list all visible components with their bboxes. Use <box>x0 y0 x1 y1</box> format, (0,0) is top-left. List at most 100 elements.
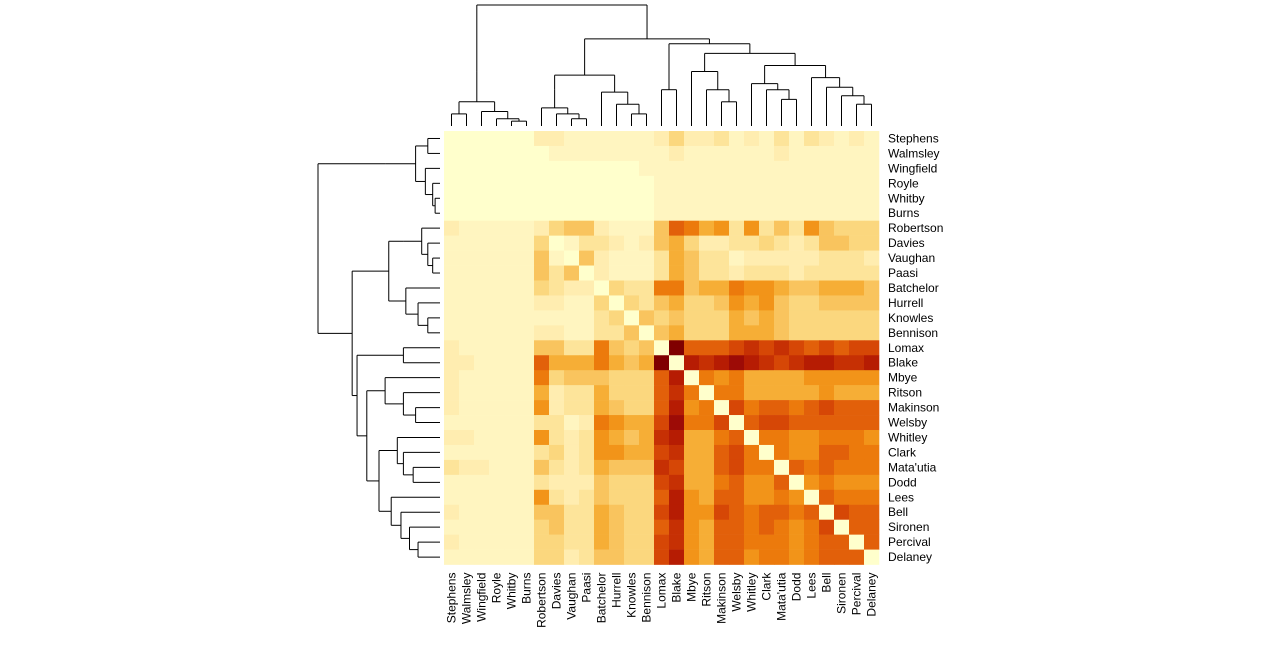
heatmap-cell <box>519 295 535 311</box>
heatmap-cell <box>474 534 490 550</box>
heatmap-cell <box>639 549 655 565</box>
heatmap-cell <box>774 430 790 446</box>
heatmap-cell <box>849 310 865 326</box>
heatmap-cell <box>714 340 730 356</box>
heatmap-cell <box>834 534 850 550</box>
heatmap-cell <box>759 250 775 266</box>
heatmap-cell <box>459 265 475 281</box>
heatmap-cell <box>819 504 835 520</box>
heatmap-cell <box>864 400 880 416</box>
heatmap-cell <box>819 370 835 386</box>
heatmap-cell <box>579 415 595 431</box>
heatmap-cell <box>714 205 730 221</box>
heatmap-cell <box>534 280 550 296</box>
heatmap-cell <box>774 145 790 162</box>
heatmap-cell <box>459 295 475 311</box>
heatmap-cell <box>864 131 880 147</box>
heatmap-cell <box>444 205 460 221</box>
heatmap-cell <box>654 474 670 491</box>
heatmap-cell <box>864 220 880 236</box>
heatmap-cell <box>594 175 610 192</box>
heatmap-cell <box>579 265 595 281</box>
heatmap-cell <box>849 280 865 296</box>
heatmap-cell <box>474 160 490 177</box>
heatmap-cell <box>504 430 520 446</box>
heatmap-cell <box>669 280 685 296</box>
heatmap-cell <box>654 459 670 476</box>
heatmap-cell <box>669 190 685 207</box>
heatmap-cell <box>609 145 625 162</box>
column-label: Stephens <box>445 573 459 624</box>
heatmap-cell <box>774 519 790 535</box>
heatmap-cell <box>459 325 475 341</box>
column-label: Wingfield <box>475 573 489 622</box>
heatmap-cell <box>774 489 790 506</box>
row-label: Percival <box>888 535 931 549</box>
heatmap-cell <box>729 325 745 341</box>
row-label: Blake <box>888 356 918 370</box>
heatmap-cell <box>654 325 670 341</box>
heatmap-cell <box>804 295 820 311</box>
heatmap-cell <box>549 355 565 371</box>
heatmap-cell <box>609 534 625 550</box>
heatmap-cell <box>444 160 460 177</box>
heatmap-cell <box>834 280 850 296</box>
heatmap-cell <box>669 489 685 506</box>
heatmap-cell <box>834 340 850 356</box>
heatmap-cell <box>489 280 505 296</box>
heatmap-cell <box>504 325 520 341</box>
heatmap-cell <box>714 534 730 550</box>
heatmap-cell <box>534 205 550 221</box>
heatmap-cell <box>489 220 505 236</box>
heatmap-cell <box>624 131 640 147</box>
heatmap-cell <box>444 489 460 506</box>
heatmap-cell <box>459 340 475 356</box>
heatmap-cell <box>459 474 475 491</box>
heatmap-cell <box>849 250 865 266</box>
column-label: Bennison <box>640 573 654 623</box>
heatmap-cell <box>684 400 700 416</box>
heatmap-cell <box>849 385 865 401</box>
heatmap-cell <box>474 325 490 341</box>
heatmap-cell <box>699 295 715 311</box>
row-label: Lomax <box>888 341 924 355</box>
heatmap-cell <box>669 504 685 520</box>
column-label: Percival <box>850 573 864 616</box>
heatmap-cell <box>684 190 700 207</box>
heatmap-cell <box>774 205 790 221</box>
heatmap-cell <box>594 295 610 311</box>
heatmap-cell <box>549 370 565 386</box>
heatmap-cell <box>759 474 775 491</box>
heatmap-cell <box>684 160 700 177</box>
heatmap-cell <box>609 325 625 341</box>
heatmap-cell <box>849 205 865 221</box>
heatmap-cell <box>639 160 655 177</box>
heatmap-cell <box>864 145 880 162</box>
heatmap-cell <box>624 474 640 491</box>
heatmap-cell <box>489 474 505 491</box>
heatmap-cell <box>564 325 580 341</box>
heatmap-cell <box>864 280 880 296</box>
heatmap-cell <box>789 340 805 356</box>
heatmap-cell <box>744 220 760 236</box>
column-label: Knowles <box>625 573 639 618</box>
heatmap-cell <box>489 459 505 476</box>
heatmap-cell <box>714 131 730 147</box>
heatmap-cell <box>684 295 700 311</box>
heatmap-cell <box>459 489 475 506</box>
heatmap-cell <box>519 160 535 177</box>
heatmap-cell <box>444 385 460 401</box>
heatmap-cell <box>864 235 880 251</box>
heatmap-cell <box>534 235 550 251</box>
heatmap-cell <box>744 355 760 371</box>
heatmap-cell <box>459 415 475 431</box>
heatmap-cell <box>669 250 685 266</box>
heatmap-cell <box>489 131 505 147</box>
heatmap-cell <box>744 489 760 506</box>
heatmap-cell <box>729 265 745 281</box>
heatmap-cell <box>864 489 880 506</box>
heatmap-cell <box>519 385 535 401</box>
heatmap-cell <box>579 370 595 386</box>
heatmap-cell <box>504 504 520 520</box>
heatmap-cell <box>789 160 805 177</box>
